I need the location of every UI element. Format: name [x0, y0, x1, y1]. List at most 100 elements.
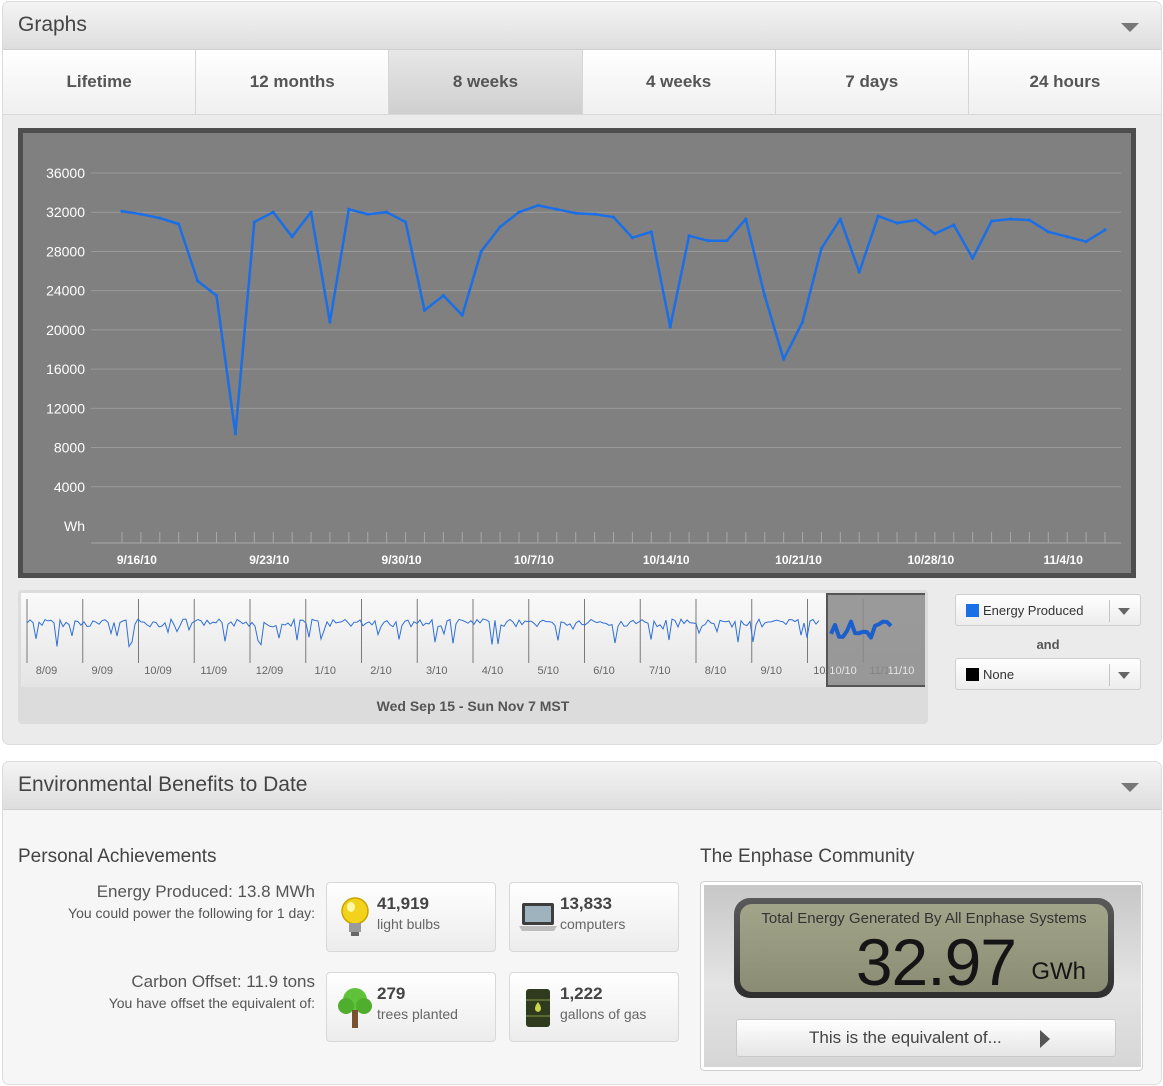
data-point[interactable]	[403, 220, 408, 224]
navigator-selected-trace	[829, 619, 893, 640]
data-point[interactable]	[857, 270, 861, 274]
data-point[interactable]	[895, 221, 899, 225]
data-point[interactable]	[517, 210, 521, 214]
energy-chart: 36000 32000 28000 24000 20000 16000 12000 8000 4…	[18, 128, 1136, 578]
data-point[interactable]	[649, 230, 653, 234]
data-point[interactable]	[328, 320, 332, 324]
data-point[interactable]	[1046, 230, 1050, 234]
data-point[interactable]	[1084, 240, 1088, 244]
data-point[interactable]	[914, 218, 918, 222]
data-point[interactable]	[555, 207, 559, 211]
data-point[interactable]	[744, 217, 748, 221]
navigator-month-label: 3/10	[426, 665, 447, 677]
data-point[interactable]	[592, 212, 597, 216]
data-point[interactable]	[460, 313, 464, 317]
x-tick-label: 9/30/10	[382, 553, 422, 567]
data-point[interactable]	[120, 209, 124, 213]
data-point[interactable]	[800, 320, 805, 324]
data-point[interactable]	[177, 222, 181, 226]
data-point[interactable]	[1008, 217, 1013, 221]
tab-24-hours[interactable]: 24 hours	[968, 50, 1161, 114]
graphs-panel: Graphs Lifetime 12 months 8 weeks 4 week…	[3, 2, 1161, 744]
navigator-month-label: 7/10	[649, 665, 670, 677]
data-point[interactable]	[498, 225, 502, 229]
data-point[interactable]	[838, 217, 842, 221]
data-point[interactable]	[989, 219, 994, 223]
data-point[interactable]	[611, 215, 616, 219]
navigator-selection-window[interactable]	[826, 593, 928, 687]
navigator-svg[interactable]: 8/09 9/09 10/09 11/09 12/09 1/10 2/10 3/10 4/10 5…	[21, 593, 928, 687]
primary-series-select[interactable]: Energy Produced	[955, 594, 1141, 626]
tree-icon	[338, 988, 372, 1028]
x-tick-label: 10/14/10	[643, 553, 690, 567]
x-tick-label: 10/7/10	[514, 553, 554, 567]
y-tick-label: 28000	[46, 243, 85, 259]
data-point[interactable]	[290, 235, 294, 239]
navigator-month-label: 10/09	[144, 665, 172, 677]
navigator-month-label: 6/10	[593, 665, 614, 677]
data-point[interactable]	[574, 211, 578, 215]
data-point[interactable]	[309, 210, 313, 214]
data-point[interactable]	[233, 432, 238, 436]
data-point[interactable]	[630, 236, 635, 240]
data-point[interactable]	[271, 210, 275, 214]
data-point[interactable]	[706, 239, 710, 243]
tab-7-days[interactable]: 7 days	[775, 50, 969, 114]
equivalent-button[interactable]: This is the equivalent of...	[736, 1019, 1116, 1057]
lcd-title: Total Energy Generated By All Enphase Sy…	[761, 910, 1087, 927]
graphs-panel-title: Graphs	[18, 13, 87, 36]
tab-lifetime[interactable]: Lifetime	[3, 50, 197, 114]
data-point[interactable]	[819, 246, 824, 251]
data-point[interactable]	[536, 203, 540, 207]
gas-card: 1,222 gallons of gas	[509, 972, 679, 1042]
data-point[interactable]	[668, 325, 672, 329]
data-point[interactable]	[952, 223, 956, 227]
data-point[interactable]	[214, 293, 219, 298]
tab-12-months[interactable]: 12 months	[196, 50, 390, 114]
community-heading: The Enphase Community	[700, 846, 915, 867]
data-point[interactable]	[782, 357, 786, 361]
secondary-series-select[interactable]: None	[955, 658, 1141, 690]
trees-card: 279 trees planted	[326, 972, 496, 1042]
x-tick-label: 10/28/10	[908, 553, 955, 567]
graphs-panel-header: Graphs	[3, 2, 1161, 50]
select-divider	[1109, 664, 1110, 686]
data-point[interactable]	[347, 207, 351, 211]
range-navigator: 8/09 9/09 10/09 11/09 12/09 1/10 2/10 3/10 4/10 5…	[18, 590, 928, 724]
data-point[interactable]	[933, 232, 937, 236]
data-point[interactable]	[763, 293, 767, 298]
lcd-unit: GWh	[1031, 958, 1086, 985]
data-point[interactable]	[252, 220, 256, 224]
y-tick-label: 24000	[46, 283, 85, 299]
data-point[interactable]	[158, 216, 162, 220]
navigator-month-label: 11/09	[200, 665, 227, 677]
light-bulbs-card: 41,919 light bulbs	[326, 882, 496, 952]
data-point[interactable]	[876, 214, 880, 218]
trees-unit: trees planted	[377, 1006, 458, 1022]
data-point[interactable]	[366, 212, 370, 216]
data-point[interactable]	[422, 308, 427, 312]
data-point[interactable]	[687, 234, 691, 238]
collapse-arrow-icon[interactable]	[1121, 783, 1139, 792]
time-range-tabs: Lifetime 12 months 8 weeks 4 weeks 7 day…	[3, 50, 1161, 115]
collapse-arrow-icon[interactable]	[1121, 23, 1139, 32]
y-tick-label: 16000	[46, 361, 85, 377]
data-point[interactable]	[385, 210, 389, 214]
tab-4-weeks[interactable]: 4 weeks	[582, 50, 776, 114]
tab-8-weeks[interactable]: 8 weeks	[389, 50, 583, 114]
data-point[interactable]	[725, 239, 729, 243]
navigator-selected-label: 11/10	[888, 665, 915, 677]
data-point[interactable]	[1065, 235, 1069, 239]
environment-panel: Environmental Benefits to Date Personal …	[3, 762, 1161, 1084]
data-point[interactable]	[441, 293, 445, 298]
data-point[interactable]	[196, 279, 200, 283]
data-point[interactable]	[479, 249, 483, 254]
series-joiner: and	[1036, 637, 1060, 652]
data-point[interactable]	[1103, 228, 1107, 232]
data-point[interactable]	[139, 212, 143, 216]
environment-panel-header: Environmental Benefits to Date	[3, 762, 1161, 810]
navigator-strip[interactable]: 8/09 9/09 10/09 11/09 12/09 1/10 2/10 3/10 4/10 5…	[21, 593, 928, 687]
light-bulb-icon	[341, 897, 369, 936]
data-point[interactable]	[1027, 218, 1031, 222]
data-point[interactable]	[971, 256, 975, 260]
